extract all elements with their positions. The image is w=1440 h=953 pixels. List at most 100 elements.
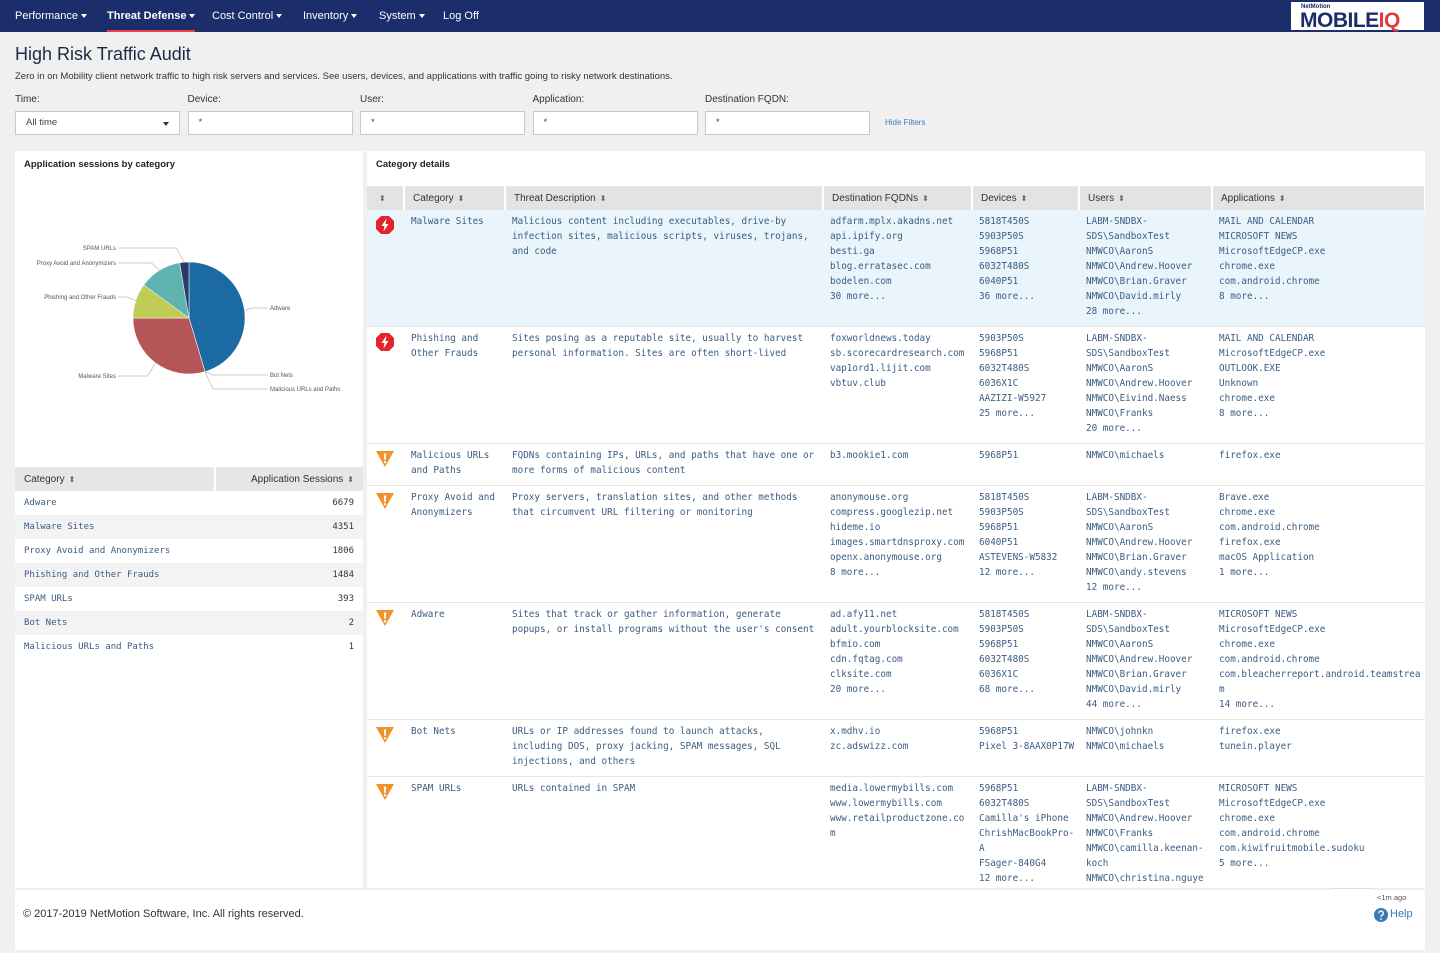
column-header[interactable]: Application Sessions — [214, 467, 363, 491]
description-cell: Sites posing as a reputable site, usuall… — [505, 326, 823, 444]
column-header[interactable]: Category — [404, 186, 506, 210]
leader-line — [244, 307, 268, 311]
column-header[interactable]: Destination FQDNs — [823, 186, 973, 210]
list-item: 20 more... — [830, 684, 886, 695]
table-row: Malware Sites 4351 — [15, 515, 363, 539]
column-header[interactable] — [367, 186, 405, 210]
list-item: ad.afy11.net — [830, 609, 898, 620]
description-cell: URLs or IP addresses found to launch att… — [505, 719, 823, 777]
list-item: adfarm.mplx.akadns.net — [830, 216, 954, 227]
list-item: Pixel 3-8AAX0P17W — [979, 741, 1075, 752]
pie-label: Phishing and Other Frauds — [44, 295, 116, 301]
list-item: MICROSOFT NEWS — [1219, 783, 1298, 794]
table-row: SPAM URLs 393 — [15, 587, 363, 611]
severity-icon — [376, 333, 394, 351]
list-item: zc.adswizz.com — [830, 741, 909, 752]
list-item: NMWCO\Brian.Graver — [1086, 669, 1187, 680]
list-item: clksite.com — [830, 669, 892, 680]
list-item: 5818T450S — [979, 609, 1030, 620]
sessions-cell: 4351 — [214, 515, 363, 539]
filter-label: Destination FQDN: — [705, 94, 789, 105]
panel-title: Category details — [376, 159, 450, 170]
hide-filters-link[interactable]: Hide Filters — [885, 118, 926, 127]
description-cell: Sites that track or gather information, … — [505, 602, 823, 720]
list-item: LABM-SNDBX-SDS\SandboxTest — [1086, 783, 1170, 809]
list-item: 5968P51 — [979, 522, 1019, 533]
devices-cell: 5968P51 6032T480S Camilla's iPhone ChrishMa… — [972, 776, 1079, 888]
category-cell: Malicious URLs and Paths — [404, 443, 505, 486]
column-header[interactable]: Category — [15, 467, 216, 491]
list-item: LABM-SNDBX-SDS\SandboxTest — [1086, 333, 1170, 359]
category-cell: Adware — [24, 498, 57, 508]
nav-item[interactable]: Threat Defense — [107, 0, 196, 32]
list-item: b3.mookie1.com — [830, 450, 909, 461]
list-item: NMWCO\Andrew.Hoover — [1086, 813, 1193, 824]
filter-label: User: — [360, 94, 384, 105]
pie-label: Malware Sites — [78, 374, 116, 380]
category-cell: Malware Sites — [15, 515, 215, 539]
list-item: 8 more... — [1219, 291, 1270, 302]
sessions-cell: 393 — [337, 594, 354, 604]
column-header[interactable]: Applications — [1212, 186, 1425, 210]
list-item: chrome.exe — [1219, 393, 1275, 404]
category-cell: SPAM URLs — [404, 776, 505, 888]
list-item: 5968P51 — [979, 246, 1019, 257]
column-header[interactable]: Devices — [972, 186, 1080, 210]
detail-row: Malicious URLs and Paths FQDNs containing… — [367, 443, 1425, 486]
devices-cell: 5968P51 — [972, 443, 1079, 486]
list-item: NMWCO\johnkn — [1086, 726, 1154, 737]
column-header[interactable]: Users — [1079, 186, 1213, 210]
list-item: NMWCO\michaels — [1086, 450, 1165, 461]
filter-input[interactable]: * — [705, 111, 870, 135]
column-header[interactable]: Threat Description — [505, 186, 824, 210]
description-cell: FQDNs containing IPs, URLs, and paths th… — [505, 443, 823, 486]
users-cell: NMWCO\johnkn NMWCO\michaels — [1079, 719, 1212, 777]
filter-input[interactable]: * — [360, 111, 525, 135]
nav-item[interactable]: Inventory — [303, 0, 357, 32]
nav-item[interactable]: Log Off — [443, 10, 479, 22]
list-item: MICROSOFT NEWS — [1219, 231, 1298, 242]
table-row: Bot Nets 2 — [15, 611, 363, 635]
list-item: compress.googlezip.net — [830, 507, 954, 518]
list-item: 5 more... — [1219, 858, 1270, 869]
panel-title: Application sessions by category — [24, 159, 175, 170]
filter-input[interactable]: * — [532, 111, 698, 135]
list-item: 8 more... — [1219, 408, 1270, 419]
help-link[interactable]: Help — [1390, 908, 1413, 920]
list-item: 14 more... — [1219, 699, 1275, 710]
exclaim-dot — [383, 737, 387, 740]
pie-slice — [188, 261, 246, 372]
category-cell: Phishing and Other Frauds — [15, 563, 215, 587]
severity-icon — [376, 727, 394, 743]
list-item: Brave.exe — [1219, 492, 1270, 503]
devices-cell: 5903P50S 5968P51 6032T480S 6036X1C AAZIZI-W5… — [972, 326, 1079, 444]
list-item: com.bleacherreport.android.teamstream — [1219, 669, 1421, 695]
list-item: NMWCO\michaels — [1086, 741, 1165, 752]
icon-cell — [367, 326, 404, 444]
filter-input[interactable]: * — [187, 111, 353, 135]
list-item: adult.yourblocksite.com — [830, 624, 959, 635]
detail-row: Proxy Avoid and Anonymizers Proxy servers… — [367, 485, 1425, 603]
severity-icon — [376, 493, 394, 509]
list-item: 6036X1C — [979, 669, 1019, 680]
nav-item[interactable]: System — [379, 0, 425, 32]
exclaim — [383, 786, 387, 793]
nav-item[interactable]: Performance — [15, 0, 87, 32]
details-table: Category Threat Description Destination FQ… — [367, 186, 1425, 888]
nav-bar: Performance Threat Defense Cost Control Inv… — [0, 0, 1440, 32]
column-label: Devices — [981, 193, 1027, 204]
list-item: com.kiwifruitmobile.sudoku — [1219, 843, 1365, 854]
help-icon[interactable] — [1374, 908, 1388, 922]
list-item: LABM-SNDBX-SDS\SandboxTest — [1086, 609, 1170, 635]
filter-input[interactable]: All time — [15, 111, 180, 135]
severity-icon — [376, 451, 394, 467]
nav-item[interactable]: Cost Control — [212, 0, 282, 32]
severity-icon — [376, 784, 394, 800]
list-item: 28 more... — [1086, 306, 1142, 317]
list-item: 44 more... — [1086, 699, 1142, 710]
fqdns-cell: x.mdhv.io zc.adswizz.com — [823, 719, 972, 777]
list-item: NMWCO\David.mirly — [1086, 291, 1182, 302]
category-cell: Malware Sites — [404, 210, 505, 327]
list-item: 5903P50S — [979, 333, 1024, 344]
detail-row: Adware Sites that track or gather informa… — [367, 602, 1425, 720]
